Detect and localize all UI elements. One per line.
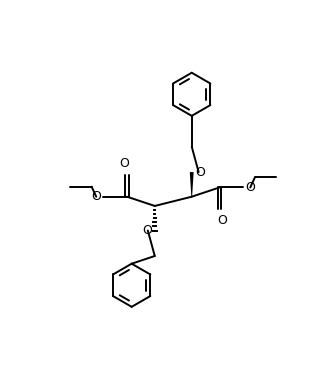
Text: O: O (119, 157, 129, 170)
Text: O: O (91, 190, 101, 203)
Text: O: O (195, 166, 205, 178)
Text: O: O (218, 215, 228, 227)
Polygon shape (190, 172, 194, 197)
Text: O: O (246, 181, 255, 194)
Text: O: O (142, 224, 152, 237)
